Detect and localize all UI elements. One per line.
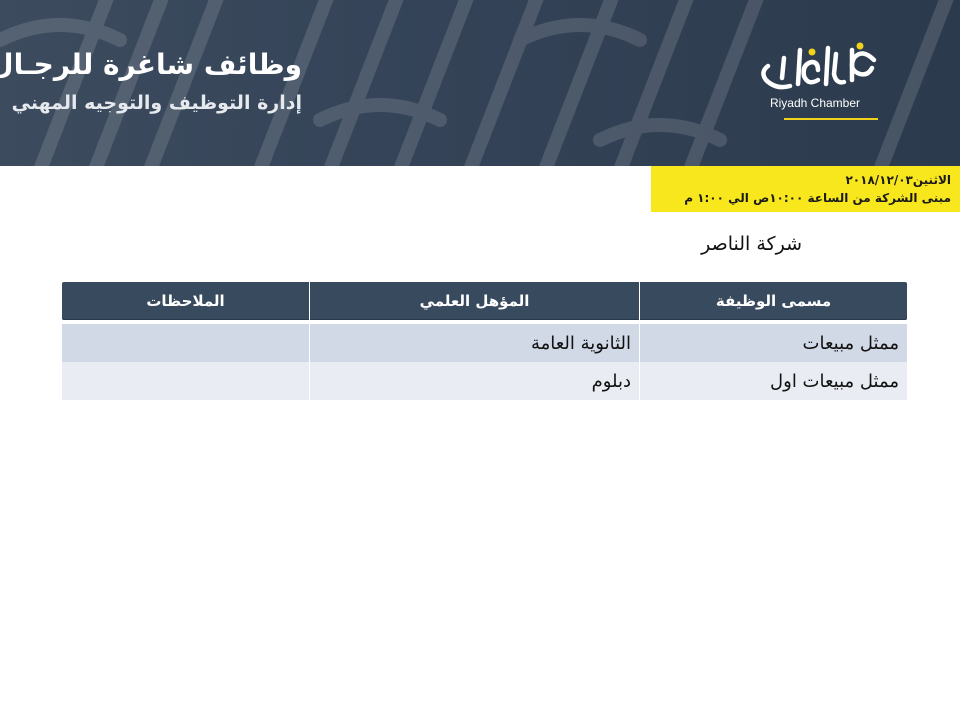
column-header-notes: الملاحظات (146, 292, 225, 310)
notes-cell (62, 324, 309, 362)
logo-english-text: Riyadh Chamber (769, 96, 861, 110)
riyadh-chamber-logo: Riyadh Chamber (752, 36, 882, 126)
schedule-info-box: الاثنين٢٠١٨/١٢/٠٣ مبنى الشركة من الساعة … (651, 166, 960, 212)
header-banner: وظائف شاغرة للرجـال إدارة التوظيف والتوج… (0, 0, 960, 166)
job-title-cell: ممثل مبيعات اول (639, 362, 907, 400)
interview-location-time: مبنى الشركة من الساعة ١٠:٠٠ص الي ١:٠٠ م (684, 191, 951, 205)
qualification-cell: دبلوم (309, 362, 639, 400)
qualification-cell: الثانوية العامة (309, 324, 639, 362)
column-header-qualification: المؤهل العلمي (309, 282, 639, 320)
logo-underline (784, 118, 878, 120)
column-header-job-title: مسمى الوظيفة (639, 282, 907, 320)
table-header: مسمى الوظيفة المؤهل العلمي الملاحظات (62, 282, 907, 320)
job-title-cell: ممثل مبيعات (639, 324, 907, 362)
interview-date: الاثنين٢٠١٨/١٢/٠٣ (845, 173, 951, 187)
background-pattern (0, 0, 954, 166)
page-subtitle: إدارة التوظيف والتوجيه المهني (11, 92, 302, 114)
jobs-table: مسمى الوظيفة المؤهل العلمي الملاحظات ممث… (62, 282, 907, 400)
page-title: وظائف شاغرة للرجـال (0, 48, 302, 81)
notes-cell (62, 362, 309, 400)
chamber-logo-icon (761, 42, 877, 90)
table-row: ممثل مبيعات الثانوية العامة (62, 324, 907, 362)
company-name: شركة الناصر (701, 233, 802, 255)
table-row: ممثل مبيعات اول دبلوم (62, 362, 907, 400)
